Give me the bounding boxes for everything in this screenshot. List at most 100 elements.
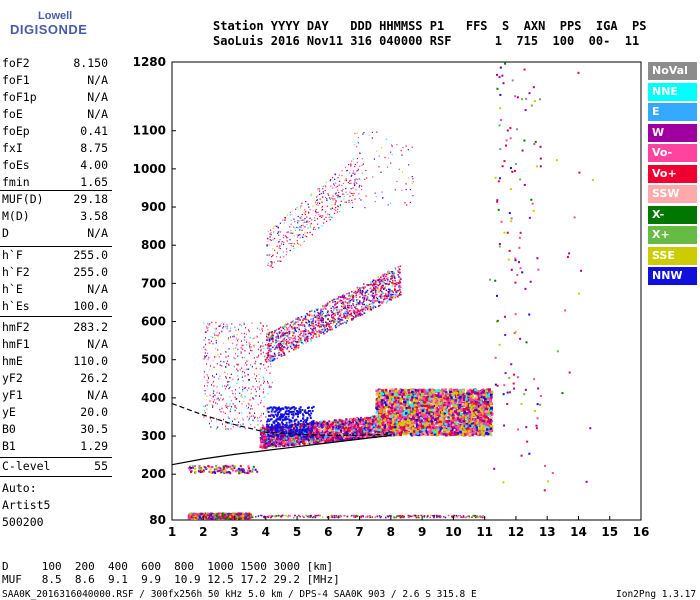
echo-dot bbox=[271, 434, 274, 437]
echo-dot bbox=[336, 427, 339, 430]
echo-dot bbox=[221, 517, 224, 520]
echo-dot bbox=[292, 424, 295, 427]
echo-dot bbox=[281, 437, 284, 440]
echo-dot bbox=[341, 438, 344, 441]
echo-dot bbox=[248, 471, 251, 474]
echo-dot bbox=[339, 436, 342, 439]
echo-dot bbox=[371, 516, 374, 518]
echo-dot bbox=[269, 440, 272, 443]
echo-dot bbox=[287, 514, 290, 517]
echo-dot bbox=[447, 423, 451, 427]
echo-dot bbox=[442, 390, 445, 393]
echo-dot bbox=[202, 513, 205, 516]
echo-dot bbox=[294, 425, 297, 428]
echo-dot bbox=[275, 445, 278, 448]
echo-dot bbox=[360, 420, 363, 423]
echo-dot bbox=[249, 512, 252, 515]
echo-dot bbox=[267, 414, 270, 417]
echo-dot bbox=[347, 430, 350, 433]
echo-dot bbox=[198, 515, 201, 518]
echo-dot bbox=[411, 415, 415, 419]
echo-dot bbox=[371, 418, 374, 421]
echo-dot bbox=[312, 431, 315, 434]
echo-dot bbox=[270, 418, 273, 421]
echo-dot bbox=[266, 433, 269, 436]
echo-dot bbox=[339, 514, 342, 517]
echo-dot bbox=[289, 408, 292, 411]
echo-dot bbox=[366, 435, 369, 438]
echo-dot bbox=[320, 434, 323, 437]
echo-dot bbox=[298, 423, 301, 426]
echo-dot bbox=[210, 471, 213, 474]
echo-dot bbox=[243, 514, 246, 517]
echo-dot bbox=[340, 433, 343, 436]
echo-dot bbox=[233, 467, 236, 470]
echo-dot bbox=[422, 407, 425, 411]
echo-dot bbox=[290, 438, 293, 441]
echo-dot bbox=[304, 409, 307, 412]
echo-dot bbox=[195, 513, 198, 516]
echo-dot bbox=[285, 427, 288, 430]
echo-dot bbox=[242, 517, 245, 520]
echo-dot bbox=[341, 424, 344, 427]
echo-dot bbox=[317, 429, 320, 432]
echo-dot bbox=[248, 514, 251, 517]
echo-dot bbox=[354, 431, 357, 434]
echo-dot bbox=[433, 515, 436, 517]
echo-dot bbox=[277, 445, 280, 448]
echo-dot bbox=[447, 514, 450, 517]
echo-dot bbox=[218, 466, 221, 469]
echo-dot bbox=[198, 464, 201, 467]
param-value: 0.41 bbox=[80, 124, 108, 138]
echo-dot bbox=[263, 434, 266, 437]
param-value: N/A bbox=[87, 388, 108, 402]
echo-dot bbox=[456, 403, 460, 406]
echo-dot bbox=[336, 419, 339, 422]
echo-dot bbox=[283, 424, 286, 427]
echo-dot bbox=[219, 517, 222, 520]
echo-dot bbox=[336, 423, 339, 426]
echo-dot bbox=[293, 437, 296, 440]
echo-dot bbox=[468, 516, 471, 519]
echo-dot bbox=[420, 411, 423, 414]
echo-dot bbox=[414, 514, 417, 517]
echo-dot bbox=[311, 440, 314, 443]
echo-dot bbox=[278, 411, 281, 414]
echo-dot bbox=[266, 407, 269, 410]
param-row: foEs 4.00 bbox=[2, 158, 108, 175]
param-row: B0 30.5 bbox=[2, 422, 108, 439]
echo-dot bbox=[277, 425, 280, 428]
echo-dot bbox=[272, 415, 275, 418]
echo-dot bbox=[282, 433, 285, 436]
echo-dot bbox=[413, 514, 415, 517]
echo-dot bbox=[261, 443, 264, 446]
echo-dot bbox=[267, 410, 270, 413]
echo-dot bbox=[365, 425, 368, 428]
echo-dot bbox=[190, 516, 193, 519]
echo-dot bbox=[330, 424, 333, 427]
echo-dot bbox=[376, 515, 378, 518]
echo-dot bbox=[226, 517, 229, 520]
echo-dot bbox=[234, 512, 237, 515]
echo-dot bbox=[336, 429, 339, 432]
echo-dot bbox=[254, 468, 257, 471]
echo-dot bbox=[319, 427, 322, 430]
echo-dot bbox=[453, 431, 457, 434]
echo-dot bbox=[194, 471, 197, 474]
echo-dot bbox=[187, 467, 190, 470]
echo-dot bbox=[301, 434, 304, 437]
echo-dot bbox=[291, 443, 294, 446]
param-row: foF2 8.150 bbox=[2, 56, 108, 73]
echo-dot bbox=[357, 419, 360, 422]
echo-dot bbox=[370, 435, 373, 438]
echo-dot bbox=[271, 444, 274, 447]
echo-dot bbox=[315, 430, 318, 433]
echo-dot bbox=[281, 428, 284, 431]
echo-dot bbox=[392, 394, 396, 397]
echo-dot bbox=[197, 513, 200, 516]
echo-dot bbox=[237, 467, 240, 470]
echo-dot bbox=[341, 437, 344, 440]
echo-dot bbox=[488, 413, 491, 417]
echo-dot bbox=[383, 391, 386, 394]
echo-dot bbox=[328, 426, 331, 429]
